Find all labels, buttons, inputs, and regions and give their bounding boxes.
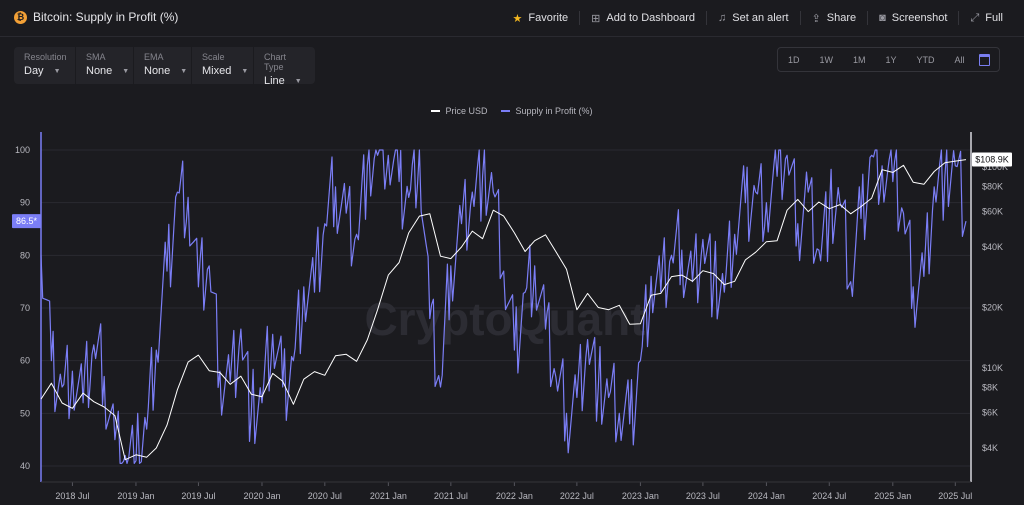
scale-select[interactable]: Scale Mixed ▼ [192, 47, 254, 84]
dashboard-icon: ⊞ [591, 12, 601, 25]
chart-type-value: Line [264, 75, 285, 87]
ema-label: EMA [144, 52, 164, 62]
divider [706, 11, 708, 25]
chevron-down-icon: ▼ [122, 67, 130, 75]
chevron-down-icon: ▼ [180, 67, 188, 75]
y-tick-label: 80 [20, 250, 30, 260]
y-tick-label: 40 [20, 461, 30, 471]
divider [579, 11, 581, 25]
sma-select[interactable]: SMA None ▼ [76, 47, 134, 84]
x-tick-label: 2023 Jan [622, 491, 659, 501]
x-tick-label: 2022 Jan [496, 491, 533, 501]
x-tick-label: 2023 Jul [686, 491, 720, 501]
time-range-selector: 1D 1W 1M 1Y YTD All [777, 47, 1000, 72]
fullscreen-icon: ⤢ [970, 11, 980, 24]
range-all[interactable]: All [954, 54, 965, 65]
range-1y[interactable]: 1Y [885, 54, 897, 65]
current-price-label: $108.9K [975, 155, 1009, 165]
chart-area[interactable]: 40 50 60 70 80 90 100 $4K $6K $8K $10K $20K $40K $60K… [0, 120, 1024, 505]
x-tick-label: 2018 Jul [55, 491, 89, 501]
x-tick-label: 2020 Jul [308, 491, 342, 501]
share-icon: ⇪ [811, 12, 821, 25]
current-price-marker [972, 152, 1012, 167]
x-tick-label: 2024 Jan [748, 491, 785, 501]
legend-item-price[interactable]: Price USD [431, 106, 487, 116]
x-tick-label: 2025 Jan [874, 491, 911, 501]
header-bar: ₿ Bitcoin: Supply in Profit (%) ★ Favorit… [0, 0, 1024, 37]
legend-label-price: Price USD [445, 106, 488, 116]
y-tick-label: 50 [20, 408, 30, 418]
share-button[interactable]: ⇪ Share [811, 12, 857, 25]
price-usd-line [40, 159, 967, 461]
y-right-tick-label: $80K [982, 181, 1003, 191]
page-title: Bitcoin: Supply in Profit (%) [33, 10, 179, 24]
sma-value: None [86, 65, 113, 77]
y-right-tick-label: $40K [982, 242, 1003, 252]
favorite-button[interactable]: ★ Favorite [512, 12, 569, 25]
x-tick-label: 2019 Jan [117, 491, 154, 501]
legend-label-supply: Supply in Profit (%) [515, 106, 593, 116]
y-tick-label: 70 [20, 303, 30, 313]
y-right-tick-label: $60K [982, 207, 1003, 217]
chart-type-select[interactable]: Chart Type Line ▼ [254, 47, 315, 87]
legend-swatch-supply [501, 110, 511, 112]
header-actions: ★ Favorite ⊞ Add to Dashboard ♫ Set an aler… [502, 0, 1014, 36]
x-tick-label: 2024 Jul [812, 491, 846, 501]
chart-title-group: ₿ Bitcoin: Supply in Profit (%) [14, 10, 178, 24]
ema-value: None [144, 65, 171, 77]
supply-in-profit-line [40, 149, 967, 464]
scale-value: Mixed [202, 65, 232, 77]
range-1m[interactable]: 1M [853, 54, 866, 65]
x-tick-label: 2020 Jan [243, 491, 280, 501]
divider [799, 11, 801, 25]
x-tick-label: 2022 Jul [560, 491, 594, 501]
chart-legend: Price USD Supply in Profit (%) [0, 106, 1024, 116]
scale-label: Scale [202, 52, 225, 62]
chevron-down-icon: ▼ [53, 67, 61, 75]
bell-icon: ♫ [718, 12, 727, 24]
chart-type-label: Chart Type [264, 52, 287, 72]
y-right-tick-label: $10K [982, 363, 1003, 373]
y-tick-label: 90 [20, 198, 30, 208]
bitcoin-icon: ₿ [14, 10, 27, 24]
y-right-tick-label: $20K [982, 303, 1003, 313]
current-supply-label: 86.5* [16, 216, 38, 226]
range-ytd[interactable]: YTD [916, 54, 935, 65]
chevron-down-icon: ▼ [294, 77, 302, 85]
y-tick-label: 100 [15, 145, 30, 155]
divider [958, 11, 960, 25]
sma-label: SMA [86, 52, 106, 62]
x-tick-label: 2021 Jan [370, 491, 407, 501]
legend-item-supply[interactable]: Supply in Profit (%) [501, 106, 593, 116]
x-tick-label: 2021 Jul [434, 491, 468, 501]
legend-swatch-price [431, 110, 441, 112]
y-right-tick-label: $8K [982, 382, 998, 392]
range-1w[interactable]: 1W [819, 54, 834, 65]
camera-icon: ◙ [879, 12, 886, 24]
calendar-icon[interactable] [978, 53, 990, 66]
ema-select[interactable]: EMA None ▼ [134, 47, 192, 84]
x-tick-label: 2025 Jul [938, 491, 972, 501]
y-right-tick-label: $6K [982, 408, 998, 418]
chevron-down-icon: ▼ [241, 67, 249, 75]
y-right-tick-label: $4K [982, 443, 998, 453]
divider [867, 11, 869, 25]
current-supply-marker [12, 214, 41, 229]
screenshot-button[interactable]: ◙ Screenshot [879, 12, 948, 24]
range-1d[interactable]: 1D [788, 54, 800, 65]
x-tick-label: 2019 Jul [181, 491, 215, 501]
chart-controls: Resolution Day ▼ SMA None ▼ EMA None ▼ Scal… [14, 47, 315, 87]
set-alert-button[interactable]: ♫ Set an alert [718, 12, 789, 24]
add-to-dashboard-button[interactable]: ⊞ Add to Dashboard [591, 12, 696, 25]
y-right-tick-label: $100K [982, 162, 1008, 172]
star-icon: ★ [512, 12, 523, 25]
resolution-select[interactable]: Resolution Day ▼ [14, 47, 76, 84]
resolution-value: Day [24, 65, 44, 77]
resolution-label: Resolution [24, 52, 67, 62]
fullscreen-button[interactable]: ⤢ Full [970, 11, 1003, 25]
y-tick-label: 60 [20, 356, 30, 366]
